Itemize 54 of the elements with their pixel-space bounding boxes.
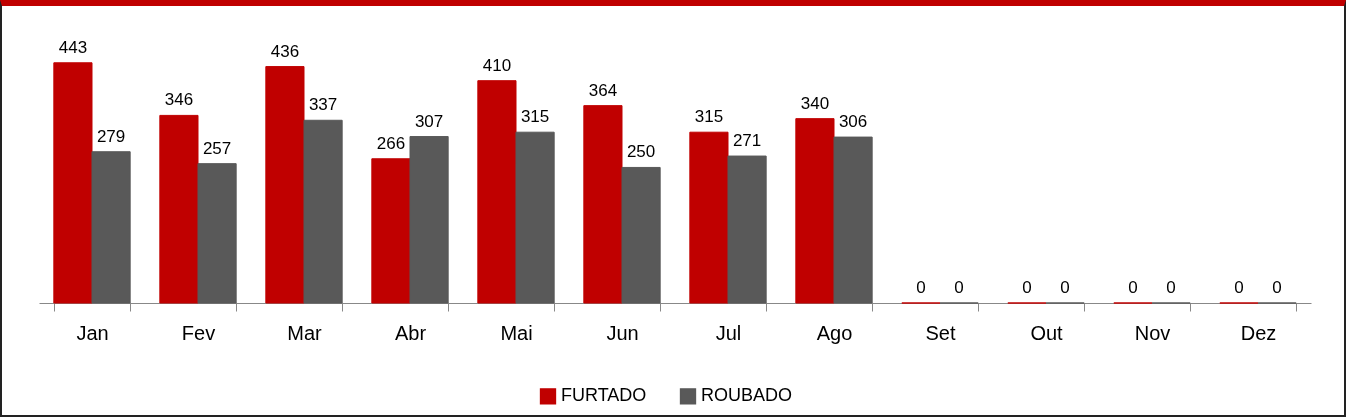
data-label: 266	[376, 133, 406, 153]
bar	[477, 80, 517, 304]
data-label: 0	[1060, 278, 1070, 297]
data-label: 315	[694, 107, 724, 127]
data-label: 315	[520, 107, 550, 127]
bar	[265, 66, 305, 304]
data-label: 0	[1272, 278, 1282, 297]
bar	[159, 114, 199, 304]
data-label: 0	[1234, 278, 1244, 297]
x-tick-label: Jan	[76, 321, 109, 344]
data-label: 0	[1022, 278, 1032, 297]
bar	[371, 158, 411, 304]
bar	[197, 163, 237, 304]
x-tick-label: Mar	[287, 321, 323, 344]
data-label: 307	[414, 111, 444, 131]
data-label: 0	[1166, 278, 1176, 297]
bar	[795, 118, 835, 304]
data-label: 346	[164, 90, 194, 110]
data-label: 0	[954, 278, 964, 297]
x-tick-label: Nov	[1134, 321, 1171, 344]
data-label: 436	[270, 41, 300, 61]
bar	[727, 155, 767, 304]
x-tick-label: Ago	[816, 321, 853, 344]
data-label: 340	[800, 93, 830, 113]
x-tick-label: Set	[925, 321, 956, 344]
data-label: 337	[308, 95, 338, 115]
x-tick-label: Jul	[715, 321, 742, 344]
bar	[583, 105, 623, 304]
bar	[409, 136, 449, 304]
data-label: 364	[588, 80, 618, 100]
data-label: 0	[916, 278, 926, 297]
bar	[91, 151, 131, 304]
x-tick-label: Mai	[500, 321, 533, 344]
data-label: 279	[96, 126, 126, 146]
bar	[53, 62, 93, 304]
data-label: 271	[732, 131, 762, 151]
data-label: 250	[626, 142, 656, 162]
data-label: 257	[202, 138, 232, 158]
x-tick-label: Jun	[606, 321, 639, 344]
bar	[833, 136, 873, 304]
data-label: 410	[482, 55, 512, 75]
data-label: 443	[58, 37, 88, 57]
x-tick-label: Out	[1030, 321, 1064, 344]
legend-label: ROUBADO	[701, 385, 793, 406]
x-tick-label: Abr	[394, 321, 427, 344]
data-label: 306	[838, 112, 868, 132]
x-tick-label: Fev	[181, 321, 216, 344]
bar	[303, 119, 343, 304]
bar	[515, 131, 555, 304]
bar	[689, 131, 729, 304]
data-label: 0	[1128, 278, 1138, 297]
bar	[621, 166, 661, 304]
legend-label: FURTADO	[561, 385, 647, 406]
x-tick-label: Dez	[1240, 321, 1277, 344]
